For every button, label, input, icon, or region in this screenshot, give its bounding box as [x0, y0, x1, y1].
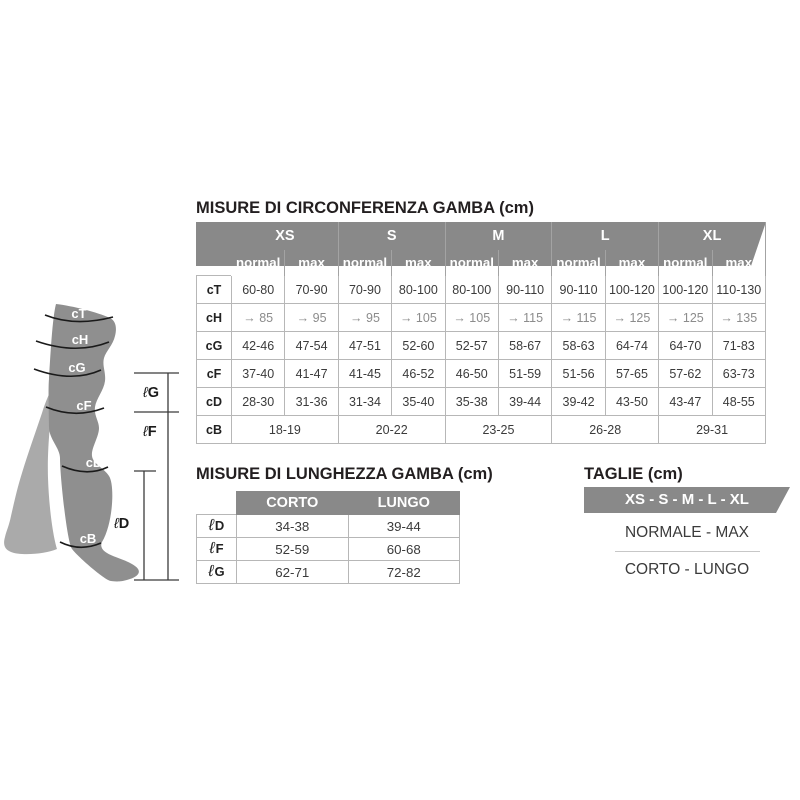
svg-text:cG: cG [68, 360, 85, 375]
svg-text:ℓD: ℓD [114, 516, 129, 532]
svg-text:cF: cF [76, 398, 91, 413]
svg-text:cT: cT [71, 306, 86, 321]
svg-text:cD: cD [86, 455, 103, 470]
svg-text:cB: cB [80, 531, 97, 546]
svg-text:ℓF: ℓF [142, 424, 157, 440]
svg-text:ℓG: ℓG [142, 385, 159, 401]
svg-text:cH: cH [72, 332, 89, 347]
